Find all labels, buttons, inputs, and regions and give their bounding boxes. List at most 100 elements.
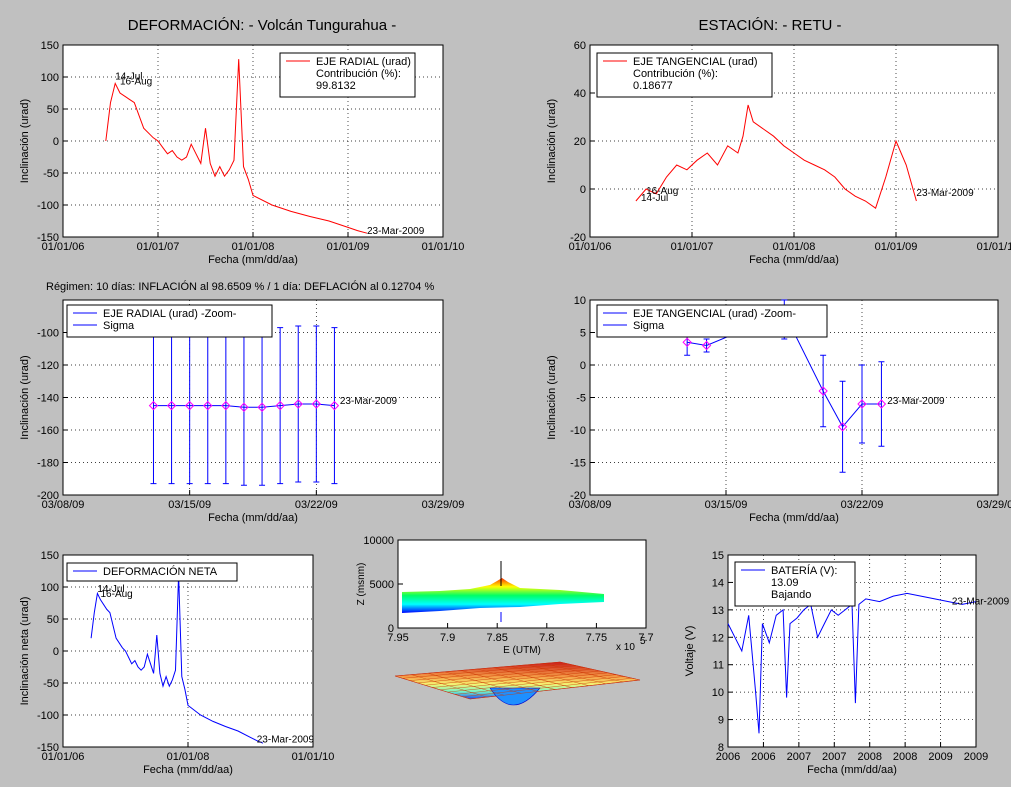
y-tick-label: 40 bbox=[574, 88, 586, 100]
legend-box bbox=[596, 304, 828, 338]
mesh-line bbox=[454, 676, 625, 695]
data-point bbox=[257, 402, 267, 412]
x-tick-label: 01/01/10 bbox=[422, 241, 465, 253]
y-tick-label: 9 bbox=[718, 715, 724, 727]
y-tick-label: 100 bbox=[41, 72, 59, 84]
data-point bbox=[166, 400, 177, 411]
y-tick-label: -100 bbox=[37, 710, 59, 722]
x-tick-label: 2006 bbox=[751, 751, 775, 763]
exponent-power: 5 bbox=[640, 636, 646, 647]
data-point bbox=[329, 400, 340, 411]
data-point bbox=[203, 400, 213, 411]
y-tick-label: -140 bbox=[37, 393, 59, 405]
y-tick-label: 50 bbox=[47, 614, 59, 626]
x-tick-label: 7.7 bbox=[638, 632, 653, 644]
legend-entry: EJE RADIAL (urad) -Zoom- bbox=[103, 308, 237, 320]
x-tick-label: 01/01/08 bbox=[232, 241, 275, 253]
annotation: 23-Mar-2009 bbox=[367, 226, 425, 237]
data-point bbox=[275, 400, 285, 411]
data-point bbox=[876, 399, 887, 409]
y-tick-label: -150 bbox=[37, 232, 59, 244]
y-tick-label: -180 bbox=[37, 458, 59, 470]
y-tick-label: 0 bbox=[388, 623, 394, 635]
y-tick-label: -20 bbox=[570, 490, 586, 502]
mesh-line bbox=[432, 670, 601, 688]
annotation: 14-Jul bbox=[641, 193, 668, 204]
y-tick-label: -5 bbox=[576, 393, 586, 405]
data-point bbox=[184, 400, 195, 411]
mesh-line bbox=[543, 663, 624, 683]
data-point bbox=[701, 340, 712, 351]
y-tick-label: 150 bbox=[41, 550, 59, 562]
annotation: 23-Mar-2009 bbox=[952, 596, 1010, 607]
x-tick-label: 2008 bbox=[857, 751, 881, 763]
title-right: ESTACIÓN: - RETU - bbox=[698, 17, 841, 34]
x-tick-label: 03/15/09 bbox=[705, 499, 748, 511]
x-tick-label: 01/01/07 bbox=[137, 241, 180, 253]
series-line bbox=[90, 574, 264, 744]
y-tick-label: 20 bbox=[574, 136, 586, 148]
y-axis-label: Z (msnm) bbox=[356, 563, 367, 606]
x-axis-label: Fecha (mm/dd/aa) bbox=[807, 764, 897, 776]
y-tick-label: -100 bbox=[37, 328, 59, 340]
x-tick-label: 01/01/09 bbox=[327, 241, 370, 253]
x-tick-label: 03/22/09 bbox=[295, 499, 338, 511]
x-tick-label: 03/29/09 bbox=[422, 499, 465, 511]
regimen-text: Régimen: 10 días: INFLACIÓN al 98.6509 %… bbox=[46, 280, 434, 293]
legend-box bbox=[279, 52, 416, 98]
y-tick-label: 8 bbox=[718, 742, 724, 754]
series-line bbox=[727, 592, 977, 734]
x-tick-label: 03/22/09 bbox=[841, 499, 884, 511]
exponent-label: x 10 bbox=[616, 642, 635, 653]
y-tick-label: 12 bbox=[712, 632, 724, 644]
y-tick-label: 100 bbox=[41, 582, 59, 594]
y-tick-label: -50 bbox=[43, 168, 59, 180]
annotation: 23-Mar-2009 bbox=[887, 396, 945, 407]
y-tick-label: 0 bbox=[53, 646, 59, 658]
y-tick-label: 150 bbox=[41, 40, 59, 52]
x-tick-label: 01/01/06 bbox=[42, 751, 85, 763]
data-point bbox=[818, 386, 828, 396]
x-tick-label: 01/01/08 bbox=[773, 241, 816, 253]
annotation: 23-Mar-2009 bbox=[340, 396, 398, 407]
series-line bbox=[635, 104, 917, 209]
data-point bbox=[239, 402, 249, 412]
x-tick-label: 2009 bbox=[928, 751, 952, 763]
annotation: 14-Jul bbox=[97, 584, 124, 595]
y-axis-label: Inclinación neta (urad) bbox=[19, 597, 31, 706]
x-axis-label: Fecha (mm/dd/aa) bbox=[749, 254, 839, 266]
mesh-line bbox=[462, 678, 633, 697]
y-axis-label: Inclinación (urad) bbox=[546, 99, 558, 183]
y-tick-label: -50 bbox=[43, 678, 59, 690]
y-tick-label: 14 bbox=[712, 577, 724, 589]
x-tick-label: 7.95 bbox=[387, 632, 408, 644]
x-tick-label: 7.75 bbox=[586, 632, 607, 644]
y-tick-label: -200 bbox=[37, 490, 59, 502]
x-axis-label: Fecha (mm/dd/aa) bbox=[143, 764, 233, 776]
y-tick-label: 13 bbox=[712, 605, 724, 617]
x-tick-label: 2006 bbox=[716, 751, 740, 763]
data-point bbox=[311, 399, 322, 409]
x-tick-label: 7.9 bbox=[440, 632, 455, 644]
x-tick-label: 7.8 bbox=[539, 632, 554, 644]
legend-entry: DEFORMACIÓN NETA bbox=[103, 565, 218, 578]
legend-entry: Sigma bbox=[633, 320, 665, 332]
y-tick-label: -150 bbox=[37, 742, 59, 754]
x-tick-label: 01/01/07 bbox=[671, 241, 714, 253]
data-point bbox=[221, 400, 231, 411]
y-tick-label: -120 bbox=[37, 360, 59, 372]
series-line bbox=[105, 59, 368, 234]
data-point bbox=[148, 400, 159, 411]
y-axis-label: Inclinación (urad) bbox=[546, 355, 558, 439]
annotation: 14-Jul bbox=[115, 72, 142, 83]
data-point bbox=[682, 337, 692, 347]
x-tick-label: 01/01/09 bbox=[875, 241, 918, 253]
y-tick-label: 5000 bbox=[370, 579, 394, 591]
y-tick-label: 0 bbox=[53, 136, 59, 148]
legend-box bbox=[596, 52, 773, 98]
x-tick-label: 01/01/06 bbox=[42, 241, 85, 253]
